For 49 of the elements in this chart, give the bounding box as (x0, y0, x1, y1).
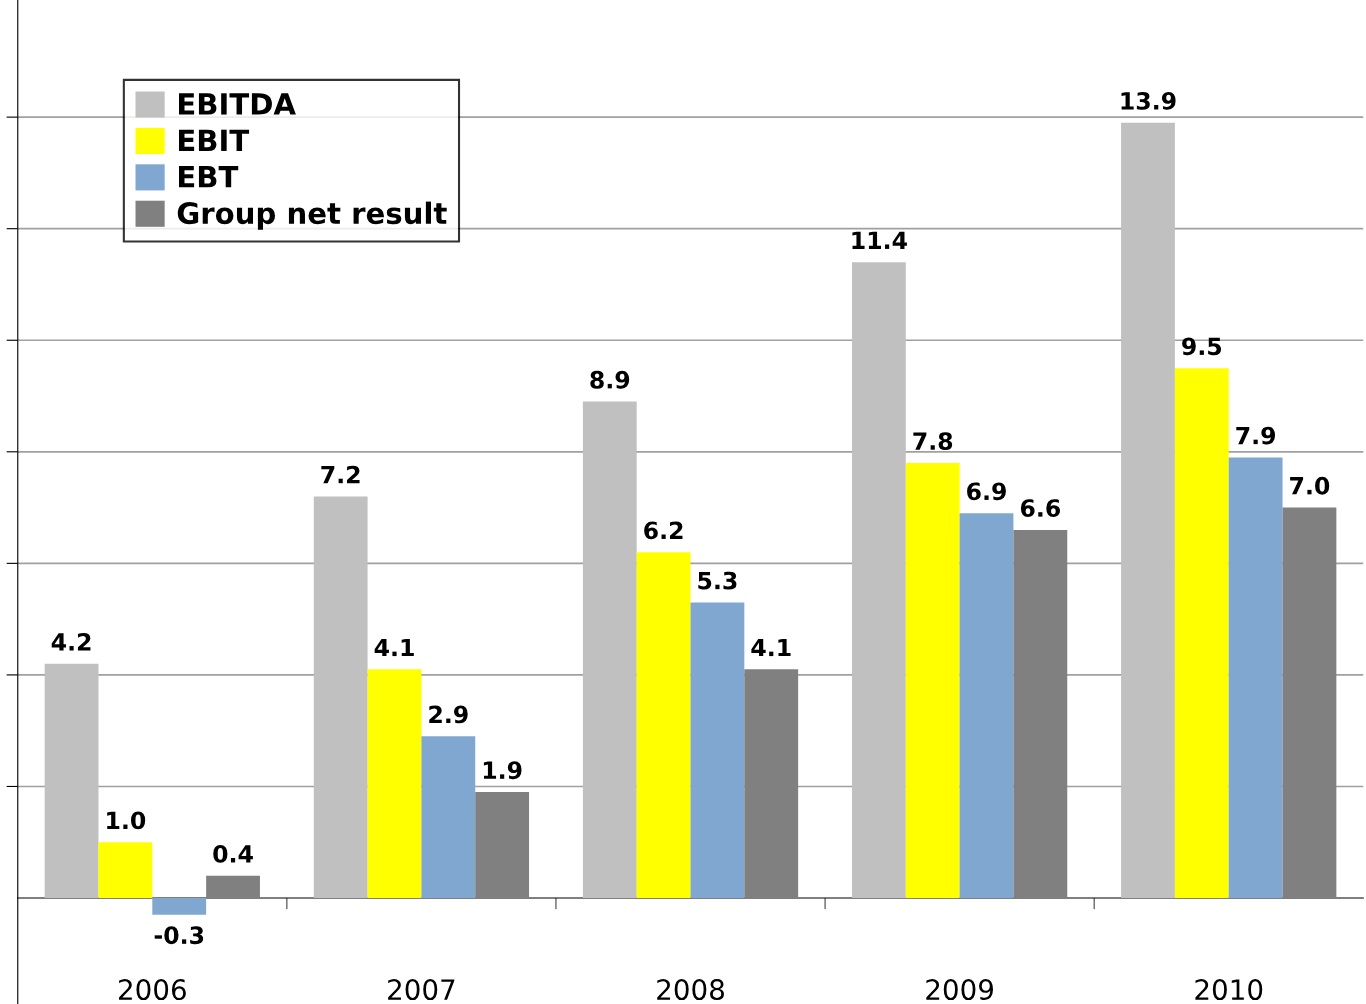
data-label: 9.5 (1182, 337, 1222, 356)
bar (744, 669, 799, 899)
bar (152, 898, 207, 915)
data-label: 8.9 (590, 370, 630, 389)
data-label: 11.4 (852, 231, 907, 249)
data-label: 13.9 (1121, 91, 1176, 110)
data-label: 6.2 (644, 521, 683, 540)
data-label: 7.9 (1236, 426, 1276, 445)
data-label: 1.9 (483, 761, 522, 780)
legend-label: EBIT (179, 129, 250, 151)
data-label: 0.4 (213, 844, 253, 863)
data-label: 1.0 (107, 811, 146, 830)
legend-label: Group net result (177, 201, 447, 230)
legend-label: EBITDA (179, 93, 296, 115)
bar (44, 663, 99, 899)
x-tick-label: 2006 (119, 979, 186, 1001)
data-label: 6.9 (967, 482, 1006, 501)
bar (1228, 457, 1283, 899)
data-label: 2.9 (429, 705, 468, 724)
bar (1174, 368, 1229, 899)
data-label: 4.1 (751, 638, 791, 657)
bar (367, 669, 422, 899)
bar (475, 792, 530, 899)
bar (636, 552, 691, 899)
data-label: 6.6 (1020, 499, 1060, 517)
data-label: 7.0 (1290, 476, 1330, 495)
bar (851, 262, 906, 899)
bar (421, 736, 476, 899)
x-tick-label: 2009 (926, 979, 994, 1001)
data-label: -0.3 (154, 926, 204, 945)
legend-label: EBT (179, 166, 239, 188)
bar (905, 462, 960, 899)
data-label: 4.2 (51, 632, 91, 651)
bar (690, 602, 745, 899)
bar (98, 842, 153, 899)
data-label: 7.8 (913, 432, 953, 451)
x-tick-label: 2010 (1195, 979, 1263, 1001)
bar (206, 875, 260, 899)
bar (1013, 529, 1068, 899)
bar (1121, 122, 1175, 899)
data-label: 4.1 (374, 638, 414, 657)
bar (1282, 507, 1337, 899)
bar (582, 401, 637, 899)
x-tick-label: 2007 (388, 979, 455, 1001)
bar (959, 513, 1014, 899)
data-label: 5.3 (698, 571, 737, 590)
data-label: 7.2 (321, 465, 360, 484)
bar (313, 496, 368, 899)
x-tick-label: 2008 (657, 979, 724, 1001)
